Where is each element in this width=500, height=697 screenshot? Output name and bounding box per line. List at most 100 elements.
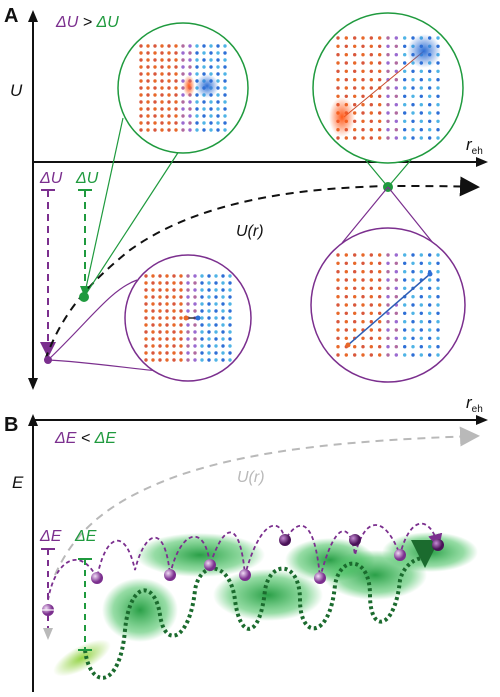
lattice-dot [378, 36, 382, 40]
lattice-dot [403, 53, 407, 57]
lattice-dot [378, 311, 382, 315]
lattice-dot [158, 274, 162, 278]
lattice-dot [158, 288, 162, 292]
lattice-dot [344, 270, 348, 274]
lattice-dot [369, 111, 373, 115]
lattice-dot [223, 93, 227, 97]
panel-b-curve-label: U(r) [237, 469, 265, 486]
lattice-dot [200, 337, 204, 341]
lattice-dot [153, 65, 157, 69]
lattice-dot [386, 328, 390, 332]
lattice-dot [216, 72, 220, 76]
lattice-dot [428, 353, 432, 357]
lattice-dot [411, 69, 415, 74]
lattice-dot [369, 44, 373, 48]
lattice-dot [419, 94, 423, 99]
lattice-dot [361, 136, 365, 140]
lattice-dot [353, 53, 357, 57]
lattice-dot [344, 253, 348, 257]
lattice-dot [167, 44, 171, 48]
lattice-dot [188, 121, 192, 125]
lattice-dot [172, 330, 176, 334]
lattice-dot [146, 107, 150, 111]
lattice-dot [228, 351, 232, 355]
lattice-dot [207, 337, 211, 341]
lattice-dot [411, 103, 415, 107]
lattice-dot [369, 345, 373, 349]
electron-blob [329, 97, 355, 137]
lattice-dot [223, 58, 227, 62]
lattice-dot [228, 288, 232, 292]
lattice-dot [223, 86, 227, 90]
panel-a-x-arrow [476, 157, 488, 167]
lattice-dot [202, 44, 206, 48]
lattice-dot [139, 100, 143, 104]
lattice-dot [394, 353, 398, 357]
lattice-dot [172, 295, 176, 299]
lattice-dot [428, 311, 432, 315]
panel-b-letter: B [4, 414, 18, 436]
lattice-dot [411, 128, 415, 132]
lattice-dot [361, 119, 365, 124]
lattice-dot [158, 351, 162, 355]
lattice-dot [369, 128, 373, 132]
lattice-dot [179, 309, 183, 313]
lattice-dot [207, 281, 211, 285]
lattice-dot [403, 103, 407, 107]
lattice-dot [186, 330, 190, 334]
lattice-dot [151, 344, 155, 348]
lattice-dot [369, 86, 373, 90]
lattice-dot [353, 303, 357, 307]
lattice-dot [167, 128, 171, 132]
lattice-dot [209, 107, 213, 111]
lattice-dot [353, 103, 357, 107]
lattice-dot [386, 136, 390, 140]
lattice-dot [344, 295, 348, 299]
lattice-dot [188, 114, 192, 118]
lattice-dot [369, 353, 373, 357]
lattice-dot [228, 344, 232, 348]
lattice-dot [403, 345, 407, 349]
lattice-dot [179, 288, 183, 292]
lattice-dot [181, 107, 185, 111]
lattice-dot [174, 58, 178, 62]
lattice-dot [353, 36, 357, 40]
lattice-dot [179, 323, 183, 327]
lattice-dot [181, 58, 185, 62]
lattice-dot [221, 302, 225, 306]
lattice-dot [378, 270, 382, 274]
lattice-dot [378, 94, 382, 99]
lattice-dot [428, 69, 432, 74]
lattice-dot [386, 128, 390, 132]
lattice-dot [411, 336, 415, 340]
lattice-dot [336, 303, 340, 307]
lattice-dot [411, 345, 415, 349]
lattice-dot [369, 270, 373, 274]
lattice-dot [378, 278, 382, 282]
lattice-dot [174, 86, 178, 90]
lattice-dot [403, 286, 407, 290]
lattice-dot [144, 351, 148, 355]
lattice-dot [344, 320, 348, 324]
lattice-dot [207, 344, 211, 348]
lattice-dot [144, 274, 148, 278]
lattice-dot [179, 344, 183, 348]
lattice-dot [193, 344, 197, 348]
zoom-circle-purple-far [310, 227, 466, 383]
lattice-dot [139, 79, 143, 83]
lattice-dot [386, 103, 390, 107]
lattice-dot [174, 72, 178, 76]
lattice-dot [188, 51, 192, 55]
lattice-dot [336, 261, 340, 265]
lattice-dot [336, 295, 340, 299]
lattice-dot [378, 286, 382, 290]
lattice-dot [411, 261, 415, 265]
lattice-dot [394, 336, 398, 340]
lattice-dot [144, 281, 148, 285]
lattice-dot [158, 344, 162, 348]
lattice-dot [160, 121, 164, 125]
lattice-dot [403, 36, 407, 40]
lattice-dot [188, 72, 192, 76]
lattice-dot [200, 295, 204, 299]
